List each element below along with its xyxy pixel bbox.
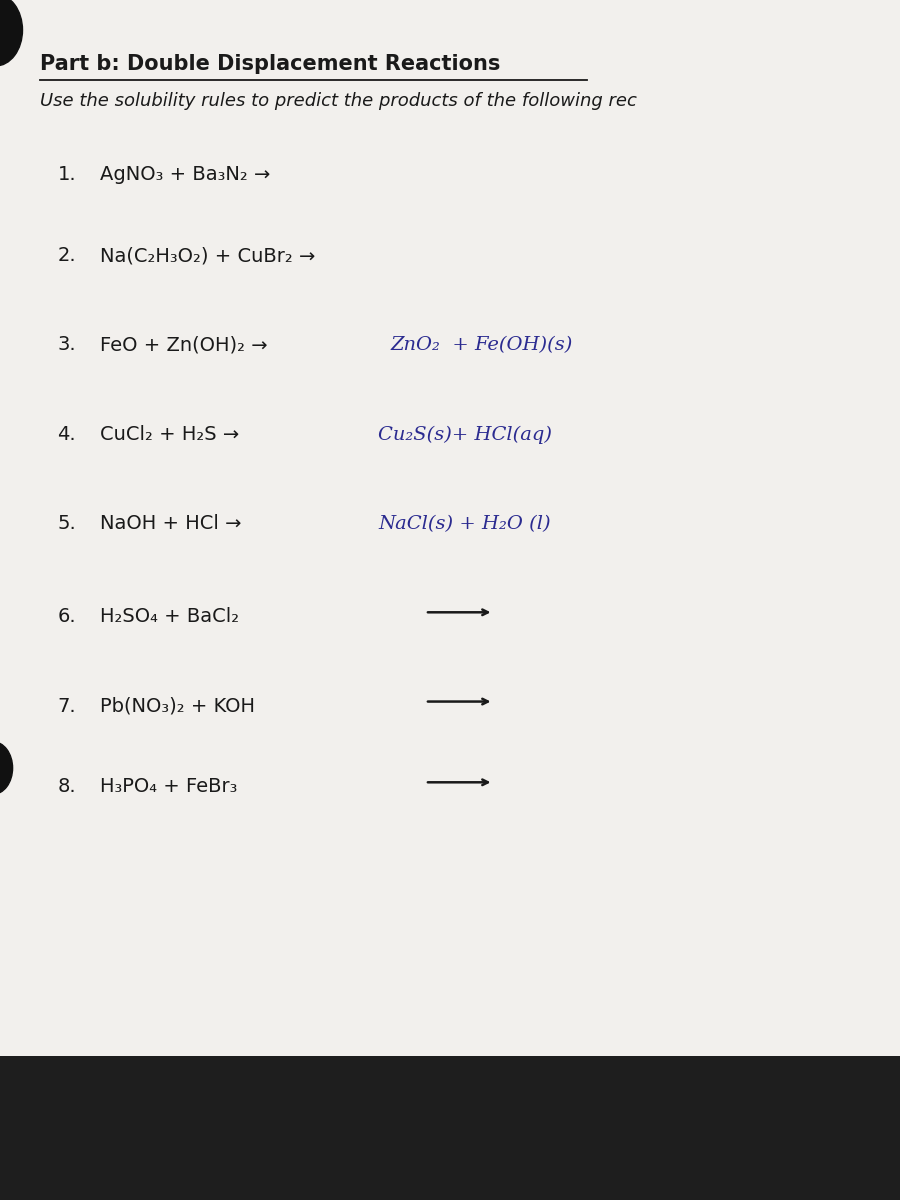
- Bar: [0, 0, 900, 1056]
- Text: 2.: 2.: [58, 246, 76, 265]
- Text: Part b: Double Displacement Reactions: Part b: Double Displacement Reactions: [40, 54, 500, 74]
- Text: NaOH + HCl →: NaOH + HCl →: [100, 514, 241, 533]
- Circle shape: [0, 742, 13, 794]
- Text: Cu₂S(s)+ HCl(aq): Cu₂S(s)+ HCl(aq): [378, 426, 552, 444]
- Text: Pb(NO₃)₂ + KOH: Pb(NO₃)₂ + KOH: [100, 697, 255, 715]
- Text: NaCl(s) + H₂O (l): NaCl(s) + H₂O (l): [378, 515, 551, 533]
- Text: 1.: 1.: [58, 166, 76, 185]
- Text: AgNO₃ + Ba₃N₂ →: AgNO₃ + Ba₃N₂ →: [100, 166, 271, 185]
- Text: 8.: 8.: [58, 778, 76, 797]
- Text: 7.: 7.: [58, 697, 76, 715]
- Text: FeO + Zn(OH)₂ →: FeO + Zn(OH)₂ →: [100, 336, 268, 354]
- Text: 4.: 4.: [58, 425, 76, 444]
- Circle shape: [0, 0, 22, 66]
- Text: Na(C₂H₃O₂) + CuBr₂ →: Na(C₂H₃O₂) + CuBr₂ →: [100, 246, 316, 265]
- Text: CuCl₂ + H₂S →: CuCl₂ + H₂S →: [100, 425, 239, 444]
- Bar: [0, 1056, 900, 1200]
- Text: 3.: 3.: [58, 336, 76, 354]
- Text: ZnO₂  + Fe(OH)(s): ZnO₂ + Fe(OH)(s): [391, 336, 573, 354]
- Text: Use the solubility rules to predict the products of the following rec: Use the solubility rules to predict the …: [40, 91, 637, 109]
- Text: H₂SO₄ + BaCl₂: H₂SO₄ + BaCl₂: [100, 607, 239, 626]
- Text: 6.: 6.: [58, 607, 76, 626]
- Text: H₃PO₄ + FeBr₃: H₃PO₄ + FeBr₃: [100, 778, 238, 797]
- Text: 5.: 5.: [58, 514, 76, 533]
